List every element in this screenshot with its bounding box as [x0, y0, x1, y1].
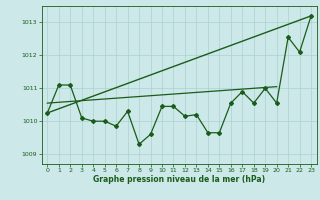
- X-axis label: Graphe pression niveau de la mer (hPa): Graphe pression niveau de la mer (hPa): [93, 175, 265, 184]
